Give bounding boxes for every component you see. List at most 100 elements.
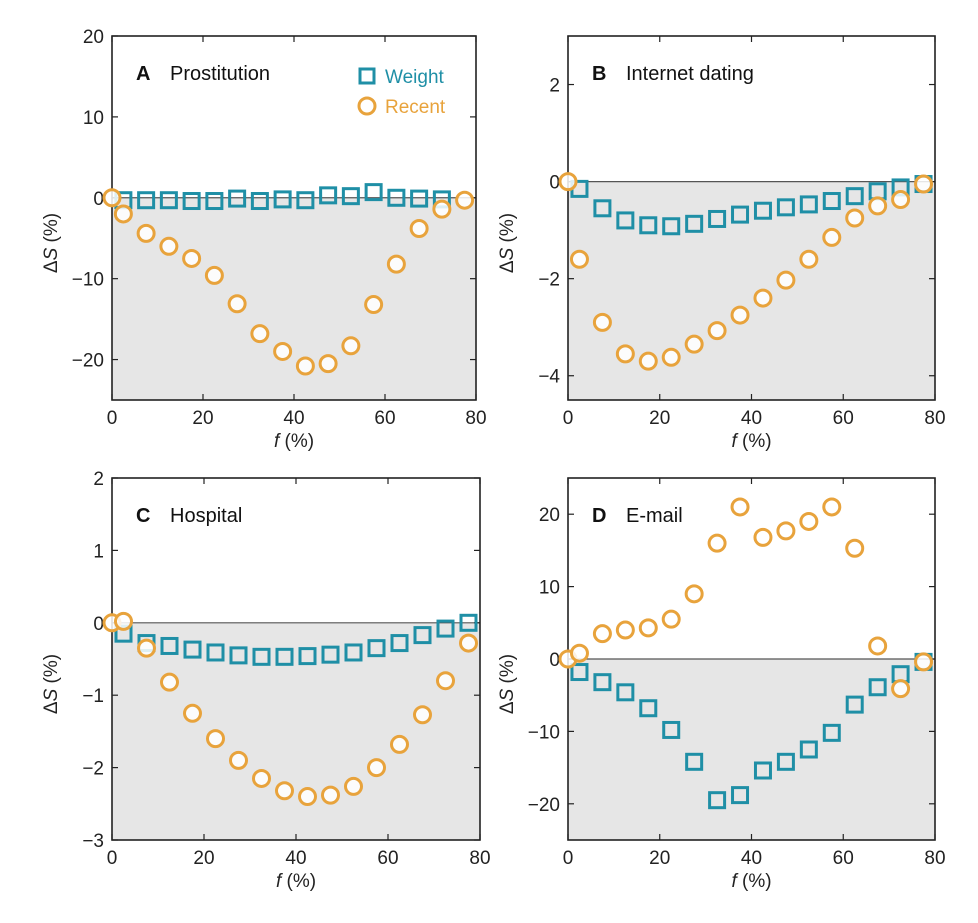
recent-point xyxy=(776,521,796,541)
y-tick-label: −10 xyxy=(528,722,560,743)
weight-point xyxy=(413,626,432,645)
recent-point xyxy=(799,249,819,269)
panel-letter: B xyxy=(592,63,606,85)
negative-region-shade xyxy=(568,659,935,840)
weight-point xyxy=(344,643,363,662)
y-tick-label: −20 xyxy=(72,351,104,372)
recent-point xyxy=(364,295,384,315)
weight-point xyxy=(410,189,429,208)
weight-point xyxy=(275,647,294,666)
weight-point xyxy=(229,646,248,665)
weight-point xyxy=(616,683,635,702)
weight-point xyxy=(776,198,795,217)
x-axis-label: f (%) xyxy=(276,871,316,892)
panel-letter: D xyxy=(592,505,606,527)
weight-point xyxy=(708,209,727,228)
weight-point xyxy=(685,752,704,771)
recent-point xyxy=(776,270,796,290)
panel-title: Hospital xyxy=(170,505,242,527)
weight-point xyxy=(753,761,772,780)
y-axis-label: ΔS (%) xyxy=(41,213,62,273)
recent-point xyxy=(295,356,315,376)
recent-point xyxy=(684,334,704,354)
panel-title: E-mail xyxy=(626,505,683,527)
y-tick-label: 20 xyxy=(539,505,560,526)
weight-point xyxy=(182,192,201,211)
recent-point xyxy=(160,672,179,692)
x-tick-label: 40 xyxy=(741,408,762,429)
weight-point xyxy=(160,636,179,655)
panel-b: 0 20 40 60 80 −4 −2 0 2 f (%) ΔS (%) B Internet dati… xyxy=(497,35,946,452)
y-tick-label: 0 xyxy=(549,650,560,671)
y-tick-label: 2 xyxy=(549,76,560,97)
weight-point xyxy=(387,188,406,207)
x-tick-label: 20 xyxy=(192,408,213,429)
weight-point xyxy=(252,647,271,666)
recent-point xyxy=(436,671,455,691)
recent-point xyxy=(868,196,888,216)
recent-point xyxy=(822,227,842,247)
panel-letter: C xyxy=(136,505,150,527)
weight-point xyxy=(159,191,178,210)
recent-point xyxy=(137,638,156,658)
recent-point xyxy=(615,344,635,364)
panel-title: Internet dating xyxy=(626,63,754,85)
recent-point xyxy=(661,347,681,367)
y-tick-label: −2 xyxy=(538,270,560,291)
recent-point xyxy=(822,497,842,517)
y-tick-label: 20 xyxy=(83,27,104,48)
weight-point xyxy=(183,640,202,659)
recent-point xyxy=(413,705,432,725)
recent-point xyxy=(182,248,202,268)
recent-point xyxy=(707,533,727,553)
recent-point xyxy=(206,729,225,749)
x-tick-label: 60 xyxy=(374,408,395,429)
recent-point xyxy=(114,611,133,631)
y-tick-label: −4 xyxy=(538,367,560,388)
x-axis-label: f (%) xyxy=(274,431,314,452)
recent-point xyxy=(891,190,911,210)
weight-point xyxy=(845,187,864,206)
y-tick-label: −20 xyxy=(528,795,560,816)
recent-point xyxy=(592,624,612,644)
weight-point xyxy=(206,643,225,662)
x-tick-label: 40 xyxy=(285,848,306,869)
weight-point xyxy=(296,191,315,210)
weight-point xyxy=(799,195,818,214)
y-axis-label: ΔS (%) xyxy=(497,654,518,714)
weight-point xyxy=(341,187,360,206)
panel-title: Prostitution xyxy=(170,63,270,85)
weight-point xyxy=(685,214,704,233)
recent-point xyxy=(341,336,361,356)
y-tick-label: −3 xyxy=(82,831,104,852)
recent-point xyxy=(753,527,773,547)
recent-point xyxy=(432,199,452,219)
weight-point xyxy=(273,190,292,209)
x-tick-label: 60 xyxy=(833,848,854,869)
x-tick-label: 0 xyxy=(563,408,574,429)
y-tick-label: 2 xyxy=(93,469,104,490)
negative-region-shade xyxy=(112,622,480,840)
recent-point xyxy=(229,750,248,770)
weight-point xyxy=(731,205,750,224)
weight-point xyxy=(137,191,156,210)
y-tick-label: 0 xyxy=(93,614,104,635)
panel-d: 0 20 40 60 80 −20 −10 0 10 20 f (%) ΔS (%) D E-mail xyxy=(497,477,946,892)
panel-letter: A xyxy=(136,63,150,85)
recent-point xyxy=(868,636,888,656)
x-axis-label: f (%) xyxy=(731,431,771,452)
weight-point xyxy=(364,183,383,202)
weight-point xyxy=(436,619,455,638)
recent-point xyxy=(386,254,406,274)
recent-point xyxy=(845,538,865,558)
y-axis-label: ΔS (%) xyxy=(497,213,518,273)
y-tick-label: 10 xyxy=(83,108,104,129)
recent-point xyxy=(321,785,340,805)
x-tick-label: 80 xyxy=(465,408,486,429)
weight-point xyxy=(822,723,841,742)
y-tick-label: 1 xyxy=(93,541,104,562)
y-tick-label: −2 xyxy=(82,759,104,780)
weight-point xyxy=(298,647,317,666)
recent-point xyxy=(753,288,773,308)
